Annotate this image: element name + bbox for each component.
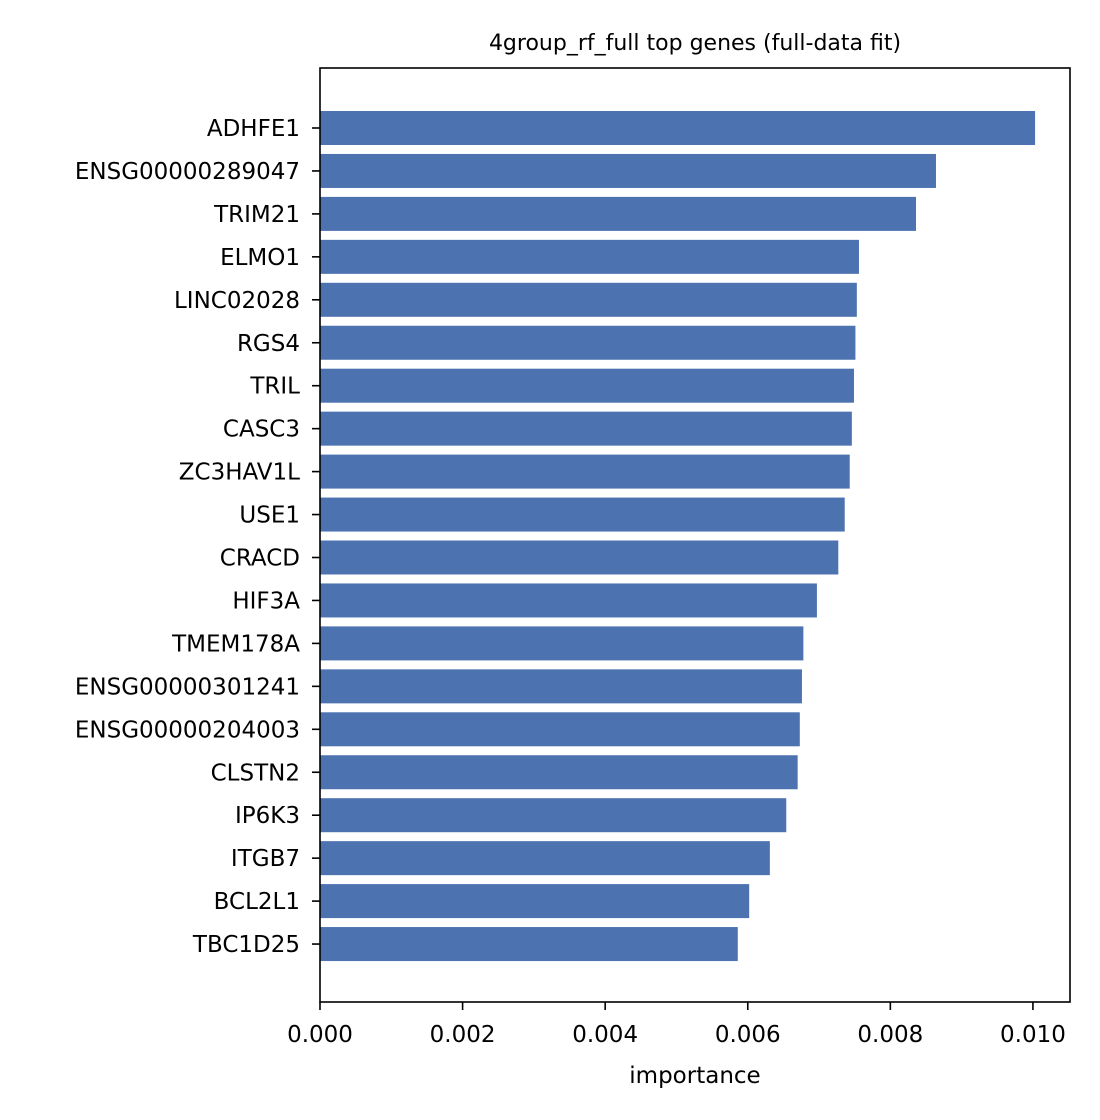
bar xyxy=(320,884,750,919)
x-tick-label: 0.000 xyxy=(287,1022,353,1048)
y-category-label: CASC3 xyxy=(223,417,300,443)
x-tick-label: 0.006 xyxy=(715,1022,781,1048)
bar xyxy=(320,325,856,360)
y-category-label: ENSG00000289047 xyxy=(75,159,300,185)
bar xyxy=(320,411,852,446)
y-category-label: USE1 xyxy=(239,503,300,529)
y-category-label: RGS4 xyxy=(237,331,300,357)
x-axis-label: importance xyxy=(629,1063,760,1089)
bar xyxy=(320,153,936,188)
y-category-label: TRIM21 xyxy=(213,202,300,228)
y-category-label: LINC02028 xyxy=(174,288,300,314)
bar xyxy=(320,111,1036,145)
bar xyxy=(320,583,817,618)
y-category-label: BCL2L1 xyxy=(214,889,300,915)
bar xyxy=(320,669,802,704)
bar xyxy=(320,497,845,532)
x-tick-label: 0.002 xyxy=(430,1022,496,1048)
x-tick-label: 0.010 xyxy=(1000,1022,1066,1048)
bar xyxy=(320,841,770,876)
x-tick-label: 0.004 xyxy=(572,1022,638,1048)
y-category-label: ENSG00000204003 xyxy=(75,717,300,743)
x-tick-label: 0.008 xyxy=(857,1022,923,1048)
y-category-label: CLSTN2 xyxy=(211,760,300,786)
y-category-label: HIF3A xyxy=(232,588,300,614)
bar xyxy=(320,282,857,317)
y-category-label: TRIL xyxy=(249,374,300,400)
y-category-label: CRACD xyxy=(220,546,300,572)
y-category-label: ITGB7 xyxy=(231,846,300,872)
bar xyxy=(320,712,800,747)
y-category-label: ZC3HAV1L xyxy=(179,460,300,486)
bar xyxy=(320,626,804,661)
y-category-label: ENSG00000301241 xyxy=(75,674,300,700)
y-category-label: IP6K3 xyxy=(235,803,300,829)
x-axis-ticks: 0.000 0.002 0.004 0.006 0.008 0.010 xyxy=(287,1002,1066,1048)
y-category-label: ELMO1 xyxy=(220,245,300,271)
plot-frame xyxy=(319,67,1071,1003)
bars-group xyxy=(320,111,1036,962)
bar xyxy=(320,239,859,274)
bar xyxy=(320,540,839,575)
y-category-label: TBC1D25 xyxy=(192,932,300,958)
bar xyxy=(320,368,854,403)
bar xyxy=(320,755,798,790)
bar xyxy=(320,798,787,833)
chart-title: 4group_rf_full top genes (full-data fit) xyxy=(489,31,901,56)
y-category-label: TMEM178A xyxy=(171,631,300,657)
bar xyxy=(320,454,850,489)
y-category-label: ADHFE1 xyxy=(207,116,300,142)
bar xyxy=(320,927,738,962)
y-axis-category-labels: ADHFE1 ENSG00000289047 TRIM21 ELMO1 LINC0202… xyxy=(75,116,320,958)
bar xyxy=(320,196,917,231)
